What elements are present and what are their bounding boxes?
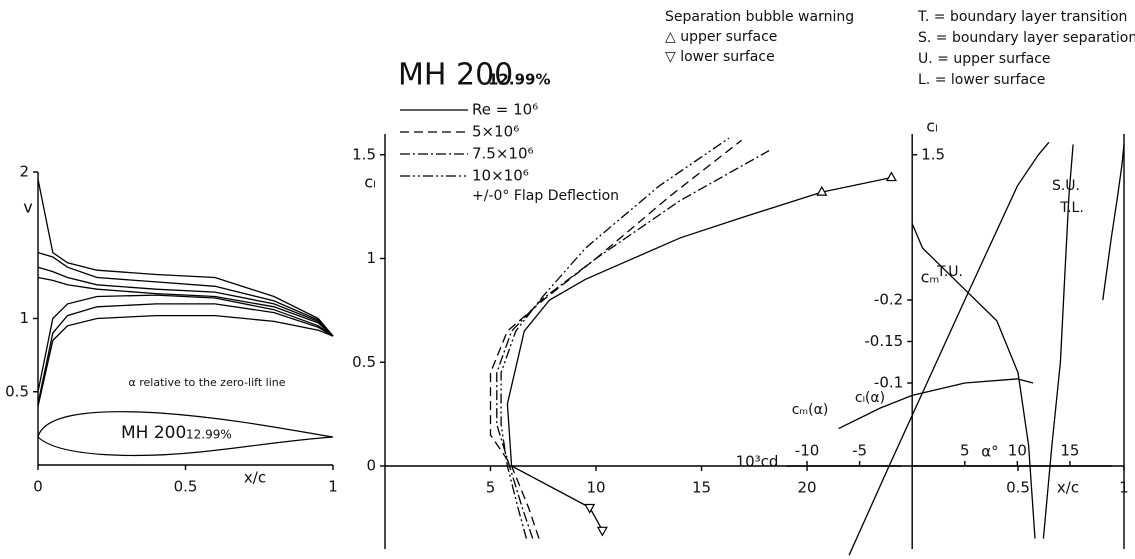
legend-label: 10×10⁶ bbox=[472, 167, 529, 185]
series-line bbox=[848, 141, 1050, 556]
series-line bbox=[1042, 144, 1074, 539]
key-entry: S. = boundary layer separation bbox=[918, 30, 1135, 46]
x-tick-label: 10 bbox=[586, 479, 605, 497]
y2-axis-label: cₘ bbox=[921, 268, 940, 287]
x-axis-label: 10³cd bbox=[736, 453, 779, 471]
series-label: S.U. bbox=[1052, 178, 1080, 194]
x-tick-label: 15 bbox=[692, 479, 711, 497]
y-tick-label: 0.5 bbox=[5, 382, 29, 400]
x-tick-label: -5 bbox=[852, 442, 867, 460]
x-tick-label: -10 bbox=[795, 442, 820, 460]
series-line bbox=[500, 137, 730, 539]
series-line bbox=[37, 266, 334, 337]
x-tick-label: 5 bbox=[486, 479, 496, 497]
airfoil-outline bbox=[37, 411, 334, 457]
x-tick-label: 0 bbox=[33, 478, 43, 496]
x-tick-label: 10 bbox=[1008, 442, 1027, 460]
separation-marker bbox=[584, 503, 596, 514]
series-line bbox=[1102, 144, 1125, 301]
x-tick-label: 1 bbox=[1119, 479, 1129, 497]
y-tick-label: 1.5 bbox=[352, 145, 376, 163]
x-tick-label: 15 bbox=[1060, 442, 1079, 460]
title-thickness: 12.99% bbox=[488, 71, 550, 89]
y-axis-label: v bbox=[23, 198, 32, 217]
legend-label: 7.5×10⁶ bbox=[472, 145, 534, 163]
x-axis-label: α° bbox=[981, 443, 998, 461]
series-line bbox=[37, 251, 334, 337]
y2-tick-label: -0.1 bbox=[874, 374, 903, 392]
y-tick-label: 2 bbox=[19, 163, 29, 181]
y-tick-label: 1 bbox=[19, 309, 29, 327]
y-tick-label: 0.5 bbox=[352, 353, 376, 371]
series-line bbox=[838, 378, 1034, 430]
title: MH 200 bbox=[398, 58, 513, 93]
separation-upper: △ upper surface bbox=[665, 29, 777, 45]
separation-marker bbox=[596, 526, 608, 537]
series-line bbox=[37, 276, 334, 337]
y-axis-label: cₗ bbox=[364, 173, 375, 192]
x-tick-label: 1 bbox=[328, 478, 338, 496]
y-axis-label: cₗ bbox=[926, 117, 937, 136]
y2-tick-label: -0.2 bbox=[874, 291, 903, 309]
series-line bbox=[37, 314, 334, 407]
legend-label: Re = 10⁶ bbox=[472, 101, 538, 119]
y2-tick-label: -0.15 bbox=[864, 332, 903, 350]
series-label: cₗ(α) bbox=[855, 390, 885, 406]
key-entry: L. = lower surface bbox=[918, 72, 1045, 88]
key-entry: U. = upper surface bbox=[918, 51, 1051, 67]
x-tick-label: 0.5 bbox=[174, 478, 198, 496]
series-line bbox=[911, 222, 1036, 539]
x-tick-label: 20 bbox=[797, 479, 816, 497]
series-label: T.L. bbox=[1059, 200, 1084, 216]
series-line bbox=[37, 179, 334, 337]
series-line bbox=[489, 139, 743, 539]
series-line bbox=[496, 150, 770, 539]
legend-label: 5×10⁶ bbox=[472, 123, 519, 141]
y-tick-label: 0 bbox=[366, 457, 376, 475]
series-line bbox=[37, 303, 334, 404]
airfoil-name: MH 200 bbox=[121, 423, 186, 443]
separation-marker bbox=[816, 185, 828, 196]
separation-lower: ▽ lower surface bbox=[665, 49, 775, 65]
separation-title: Separation bubble warning bbox=[665, 9, 854, 25]
flap-note: +/-0° Flap Deflection bbox=[472, 188, 619, 204]
x-tick-label: 0.5 bbox=[1006, 479, 1030, 497]
y-tick-label: 1.5 bbox=[921, 145, 945, 163]
x-axis-label: x/c bbox=[1057, 479, 1079, 497]
series-label: T.U. bbox=[936, 264, 963, 280]
x-tick-label: 5 bbox=[960, 442, 970, 460]
airfoil-thickness: 12.99% bbox=[186, 428, 232, 442]
separation-marker bbox=[885, 171, 897, 182]
series-label: cₘ(α) bbox=[792, 402, 829, 418]
y-tick-label: 1 bbox=[366, 249, 376, 267]
key-entry: T. = boundary layer transition bbox=[917, 9, 1127, 25]
x-axis-label: x/c bbox=[244, 469, 266, 487]
annotation: α relative to the zero-lift line bbox=[128, 376, 285, 389]
series-line bbox=[37, 294, 334, 392]
series-line bbox=[506, 176, 892, 531]
